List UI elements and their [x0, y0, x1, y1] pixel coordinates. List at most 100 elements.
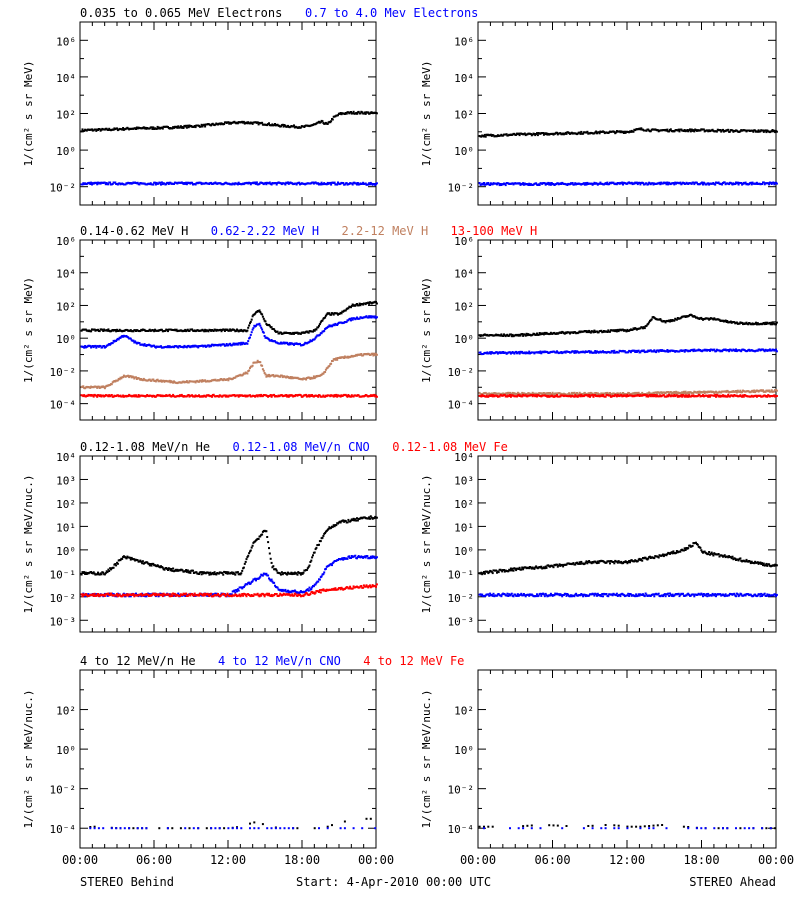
data-point	[340, 312, 343, 315]
y-axis-label: 1/(cm² s sr MeV)	[22, 277, 35, 383]
data-point	[258, 182, 261, 185]
data-point	[702, 183, 704, 186]
data-point	[117, 338, 120, 341]
data-point	[622, 328, 624, 331]
data-point	[270, 183, 273, 186]
data-point	[566, 184, 569, 186]
data-point	[88, 181, 91, 184]
data-point	[489, 351, 492, 354]
data-point	[368, 315, 371, 318]
data-point	[169, 181, 172, 184]
data-point	[223, 123, 226, 125]
data-point	[658, 181, 661, 184]
data-point	[103, 181, 106, 184]
data-point	[491, 395, 494, 398]
data-point	[518, 182, 521, 185]
data-point	[499, 334, 502, 337]
data-point	[198, 573, 200, 575]
data-point	[602, 350, 604, 353]
data-point	[166, 567, 169, 570]
data-point	[346, 395, 349, 398]
data-point	[336, 312, 339, 315]
data-point	[527, 352, 530, 355]
data-point	[129, 595, 132, 598]
data-point	[111, 342, 114, 345]
data-point	[615, 329, 618, 332]
data-point	[177, 346, 180, 349]
data-point	[714, 393, 717, 396]
data-point	[560, 351, 563, 353]
data-point	[345, 320, 348, 323]
data-point	[339, 395, 342, 398]
data-point	[210, 345, 213, 348]
data-point	[354, 518, 357, 521]
data-point	[766, 395, 769, 398]
data-point	[645, 182, 648, 185]
data-point	[556, 394, 558, 396]
data-point	[773, 183, 776, 186]
data-point	[740, 350, 743, 353]
data-point	[720, 130, 723, 133]
data-point	[225, 343, 228, 345]
data-point	[742, 395, 745, 398]
data-point	[231, 378, 234, 380]
data-point	[268, 324, 271, 327]
data-point	[147, 592, 150, 595]
data-point	[280, 573, 282, 576]
data-point	[264, 373, 267, 376]
data-point	[615, 183, 618, 186]
data-point	[669, 320, 671, 323]
data-point	[669, 391, 672, 393]
data-point	[715, 350, 717, 353]
data-point	[591, 393, 594, 396]
data-point	[357, 394, 360, 397]
data-point	[604, 395, 607, 398]
data-point	[212, 393, 215, 396]
data-point	[318, 543, 320, 546]
data-point	[274, 340, 276, 343]
data-point	[217, 572, 220, 575]
data-point	[754, 322, 757, 325]
data-point	[368, 182, 371, 185]
data-point	[741, 321, 744, 324]
data-point	[255, 181, 258, 184]
data-point	[605, 183, 608, 186]
data-point	[698, 390, 701, 393]
data-point	[769, 323, 772, 326]
data-point	[488, 392, 491, 395]
data-point	[653, 395, 656, 398]
data-point	[160, 183, 162, 186]
data-point	[692, 129, 695, 132]
data-point	[106, 329, 109, 332]
data-point	[252, 327, 255, 330]
data-point	[350, 519, 352, 522]
data-point	[756, 322, 759, 325]
data-point	[154, 380, 157, 383]
data-point	[735, 348, 737, 351]
data-point	[655, 351, 658, 354]
data-point	[770, 389, 773, 392]
data-point	[523, 132, 526, 135]
data-point	[239, 343, 242, 346]
data-point	[579, 132, 582, 135]
data-point	[551, 391, 554, 394]
data-point	[666, 349, 669, 351]
data-point	[265, 530, 268, 533]
data-point	[707, 317, 710, 320]
data-point	[195, 571, 198, 574]
data-point	[262, 369, 265, 372]
data-point	[572, 350, 575, 353]
data-point	[496, 351, 498, 354]
data-point	[137, 394, 140, 396]
data-point	[538, 332, 541, 334]
data-point	[261, 368, 264, 371]
data-point	[609, 392, 611, 394]
data-point	[305, 393, 308, 396]
data-point	[738, 390, 741, 393]
data-point	[185, 380, 188, 383]
data-point	[486, 351, 489, 354]
data-point	[266, 536, 269, 538]
data-point	[647, 128, 650, 131]
data-point	[500, 333, 503, 336]
data-point	[145, 595, 148, 598]
